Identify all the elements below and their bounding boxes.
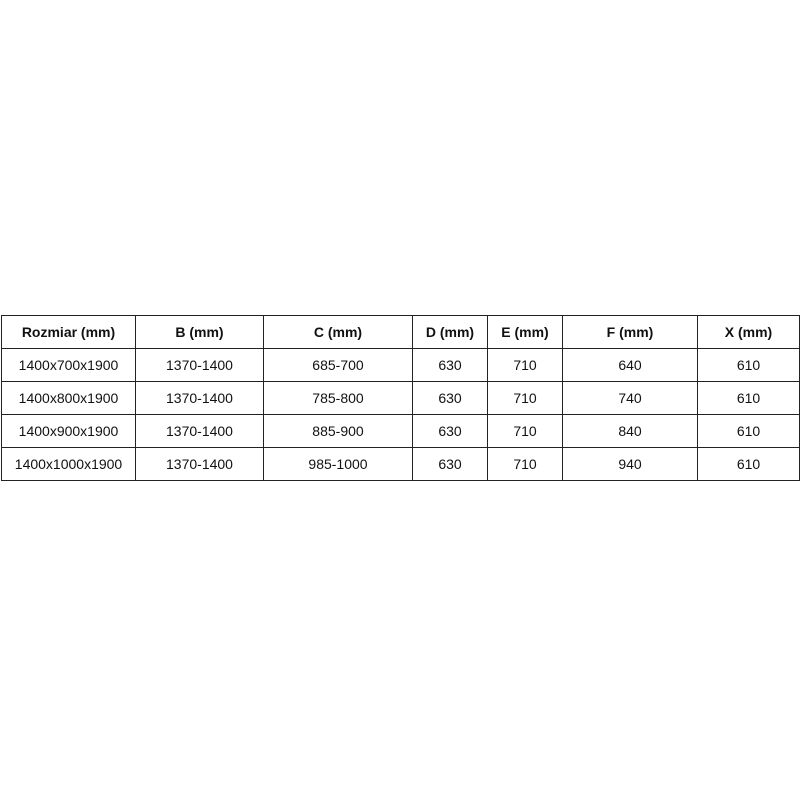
table-cell: 610 [697,447,800,481]
table-row: 1400x800x1900 1370-1400 785-800 630 710 740 61… [1,381,800,415]
header-cell: Rozmiar (mm) [1,315,136,349]
table-cell: 640 [562,348,698,382]
table-cell: 940 [562,447,698,481]
table-cell: 710 [487,381,563,415]
table-cell: 1370-1400 [135,381,264,415]
table-cell: 610 [697,348,800,382]
table-cell: 630 [412,381,488,415]
table-cell: 710 [487,447,563,481]
table-cell: 710 [487,348,563,382]
table-cell: 885-900 [263,414,413,448]
table-cell: 1400x1000x1900 [1,447,136,481]
table-cell: 710 [487,414,563,448]
header-cell: D (mm) [412,315,488,349]
header-cell: E (mm) [487,315,563,349]
table-cell: 1370-1400 [135,447,264,481]
header-cell: B (mm) [135,315,264,349]
table-row: 1400x700x1900 1370-1400 685-700 630 710 640 61… [1,348,800,382]
table-row: 1400x1000x1900 1370-1400 985-1000 630 710 940… [1,447,800,481]
header-cell: C (mm) [263,315,413,349]
header-cell: F (mm) [562,315,698,349]
table-cell: 610 [697,381,800,415]
table-cell: 630 [412,414,488,448]
table-cell: 1400x900x1900 [1,414,136,448]
table-cell: 740 [562,381,698,415]
table-cell: 1370-1400 [135,414,264,448]
table-cell: 840 [562,414,698,448]
table-cell: 785-800 [263,381,413,415]
table-cell: 985-1000 [263,447,413,481]
table-cell: 685-700 [263,348,413,382]
table-cell: 1400x800x1900 [1,381,136,415]
table-row: 1400x900x1900 1370-1400 885-900 630 710 840 61… [1,414,800,448]
dimensions-table: Rozmiar (mm) B (mm) C (mm) D (mm) E (mm)… [1,315,800,481]
header-row: Rozmiar (mm) B (mm) C (mm) D (mm) E (mm)… [1,315,800,349]
table-cell: 610 [697,414,800,448]
table-cell: 630 [412,348,488,382]
header-cell: X (mm) [697,315,800,349]
table-cell: 1370-1400 [135,348,264,382]
table-cell: 630 [412,447,488,481]
table-cell: 1400x700x1900 [1,348,136,382]
